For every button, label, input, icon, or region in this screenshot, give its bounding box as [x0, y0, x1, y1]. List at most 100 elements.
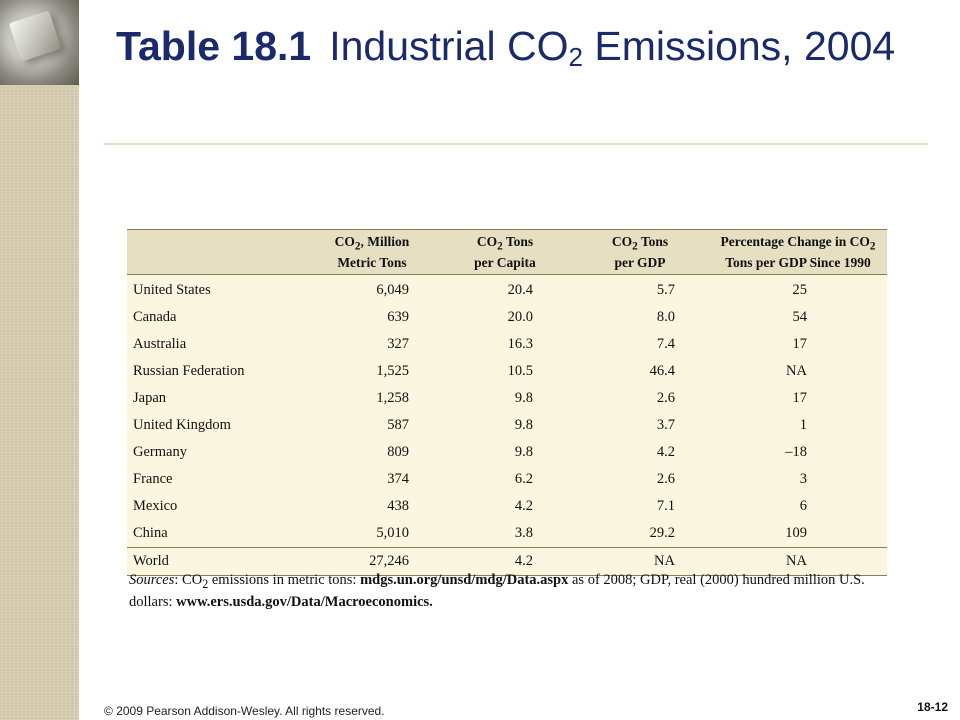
co2-million-tons-cell: 327	[387, 335, 409, 352]
column-header-text: Tons	[637, 234, 669, 249]
co2-million-tons-cell: 6,049	[376, 281, 409, 298]
tons-per-gdp-cell: 29.2	[649, 524, 675, 541]
table-row: United States 6,049 20.4 5.7 25	[127, 274, 887, 304]
glass-cube-face	[8, 10, 62, 62]
page-number: 18-12	[917, 700, 948, 714]
column-header-0	[127, 229, 305, 275]
tons-per-gdp-cell: 7.1	[656, 497, 675, 514]
emissions-table-container: CO2, Million Metric Tons CO2 Tons per Capit…	[127, 229, 887, 576]
pct-change-cell: 54	[792, 308, 808, 325]
sources-label: Sources	[129, 572, 175, 588]
tons-per-gdp-cell: 7.4	[656, 335, 675, 352]
title-subscript: 2	[568, 42, 583, 72]
table-row: France 374 6.2 2.6 3	[127, 466, 887, 493]
tons-per-capita-cell: 20.0	[507, 308, 533, 325]
country-cell: United States	[133, 281, 211, 298]
pct-change-cell: NA	[786, 362, 807, 379]
country-cell: China	[133, 524, 168, 541]
pct-change-cell: –18	[785, 443, 807, 460]
column-header-line2: per Capita	[474, 254, 536, 270]
title-text-part2: Emissions, 2004	[582, 23, 896, 69]
co2-million-tons-cell: 1,525	[376, 362, 409, 379]
world-tons-per-gdp-cell: NA	[571, 546, 709, 576]
tons-per-gdp-cell: 2.6	[656, 470, 675, 487]
sources-link-un: mdgs.un.org/unsd/mdg/Data.aspx	[360, 572, 569, 588]
sources-colon: :	[174, 572, 183, 588]
pct-change-cell: 17	[792, 389, 808, 406]
column-header-line2: Tons per GDP Since 1990	[725, 254, 871, 270]
table-row: Russian Federation 1,525 10.5 46.4 NA	[127, 358, 887, 385]
header-row: CO2, Million Metric Tons CO2 Tons per Capit…	[127, 229, 887, 275]
co2-million-tons-cell: 639	[387, 308, 409, 325]
table-body: United States 6,049 20.4 5.7 25 Canada 639 20.0…	[127, 274, 887, 547]
world-co2-million-tons-cell: 27,246	[305, 546, 439, 576]
column-header-text: CO	[611, 234, 633, 249]
pct-change-cell: 25	[792, 281, 808, 298]
pct-change-cell: 3	[799, 470, 807, 487]
sources-subscript: 2	[202, 576, 209, 591]
tons-per-gdp-cell: 4.2	[656, 443, 675, 460]
world-total-row: World 27,246 4.2 NA NA	[127, 546, 887, 576]
sources-text-1: CO	[182, 572, 203, 588]
table-row: China 5,010 3.8 29.2 109	[127, 520, 887, 548]
sources-link-usda: www.ers.usda.gov/Data/Macroeconomics.	[176, 593, 433, 610]
sources-text-2: emissions in metric tons:	[208, 572, 361, 588]
pct-change-cell: 6	[799, 497, 807, 514]
tons-per-capita-cell: 10.5	[507, 362, 533, 379]
sources-text-3: as of 2008; GDP, real (2000) hundred mil…	[129, 572, 865, 610]
country-cell: Germany	[133, 443, 187, 460]
tons-per-gdp-cell: 8.0	[656, 308, 675, 325]
tons-per-capita-cell: 6.2	[514, 470, 533, 487]
world-country-cell: World	[127, 546, 305, 576]
column-header-line2: Metric Tons	[337, 254, 407, 270]
column-header-subscript: 2	[354, 240, 361, 253]
title-text-part1: Industrial CO	[329, 23, 569, 69]
column-header-line1: CO2 Tons	[611, 234, 669, 253]
copyright-footer: © 2009 Pearson Addison-Wesley. All right…	[104, 704, 385, 718]
co2-million-tons-cell: 438	[387, 497, 409, 514]
country-cell: United Kingdom	[133, 416, 231, 433]
table-row: Germany 809 9.8 4.2 –18	[127, 439, 887, 466]
country-cell: Canada	[133, 308, 177, 325]
glass-cube-image	[0, 0, 79, 85]
column-header-3: CO2 Tons per GDP	[571, 229, 709, 275]
column-header-2: CO2 Tons per Capita	[439, 229, 571, 275]
column-header-text: CO	[476, 234, 498, 249]
co2-million-tons-cell: 1,258	[376, 389, 409, 406]
tons-per-gdp-cell: 5.7	[656, 281, 675, 298]
country-cell: France	[133, 470, 173, 487]
tons-per-gdp-cell: 3.7	[656, 416, 675, 433]
table-row: Canada 639 20.0 8.0 54	[127, 304, 887, 331]
world-pct-change-cell: NA	[709, 546, 887, 576]
tons-per-gdp-cell: 2.6	[656, 389, 675, 406]
tons-per-capita-cell: 9.8	[514, 416, 533, 433]
column-header-subscript: 2	[497, 240, 503, 253]
column-header-line1: CO2 Tons	[476, 234, 533, 253]
title-divider	[104, 143, 928, 145]
pct-change-cell: 17	[792, 335, 808, 352]
table-row: Australia 327 16.3 7.4 17	[127, 331, 887, 358]
pct-change-cell: 1	[799, 416, 807, 433]
sources-note: Sources: CO2 emissions in metric tons: m…	[129, 571, 889, 611]
column-header-line2: per GDP	[614, 254, 666, 270]
tons-per-capita-cell: 3.8	[514, 524, 533, 541]
decorative-sidebar	[0, 0, 79, 720]
country-cell: Australia	[133, 335, 187, 352]
co2-million-tons-cell: 809	[387, 443, 409, 460]
country-cell: Russian Federation	[133, 362, 245, 379]
column-header-4: Percentage Change in CO2 Tons per GDP Sin…	[709, 229, 887, 275]
table-row: United Kingdom 587 9.8 3.7 1	[127, 412, 887, 439]
tons-per-capita-cell: 9.8	[514, 389, 533, 406]
co2-million-tons-cell: 374	[387, 470, 409, 487]
co2-million-tons-cell: 587	[387, 416, 409, 433]
table-number: Table 18.1	[116, 23, 312, 69]
country-cell: Mexico	[133, 497, 178, 514]
slide-title: Table 18.1 Industrial CO2 Emissions, 2004	[116, 20, 936, 72]
column-header-subscript: 2	[869, 240, 876, 253]
column-header-line1: CO2, Million	[335, 234, 410, 253]
pct-change-cell: 109	[785, 524, 807, 541]
column-header-1: CO2, Million Metric Tons	[305, 229, 439, 275]
column-header-line1: Percentage Change in CO2	[721, 234, 876, 253]
world-tons-per-capita-cell: 4.2	[439, 546, 571, 576]
tons-per-capita-cell: 4.2	[514, 497, 533, 514]
